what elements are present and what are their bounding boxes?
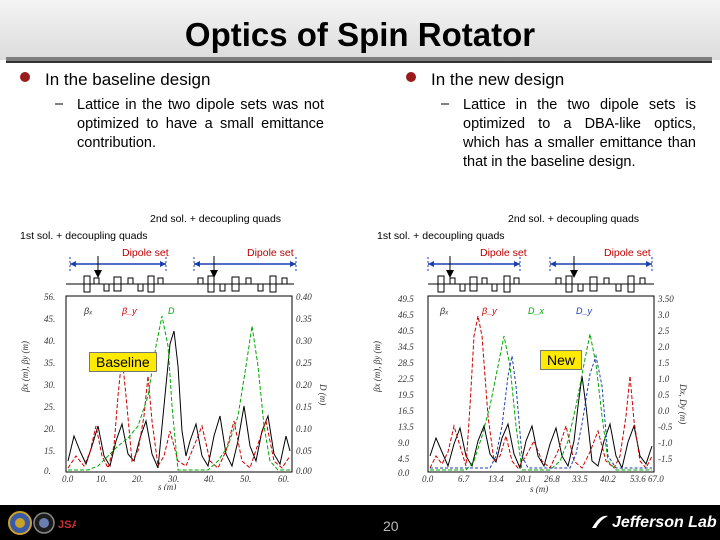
title-bar xyxy=(0,0,720,60)
svg-text:D_y: D_y xyxy=(576,306,593,316)
svg-text:40.5: 40.5 xyxy=(398,326,414,336)
svg-text:0.40: 0.40 xyxy=(296,292,312,302)
svg-text:20.: 20. xyxy=(132,474,143,484)
svg-text:4.5: 4.5 xyxy=(398,454,410,464)
slide-title: Optics of Spin Rotator xyxy=(184,16,536,53)
svg-text:45.: 45. xyxy=(44,314,55,324)
svg-text:6.7: 6.7 xyxy=(458,474,470,484)
svg-text:0.35: 0.35 xyxy=(296,314,312,324)
svg-text:2.5: 2.5 xyxy=(658,326,670,336)
new-badge: New xyxy=(540,350,583,370)
svg-text:25.: 25. xyxy=(44,402,55,412)
svg-text:-1.0: -1.0 xyxy=(658,438,673,448)
right-bullet-text: Lattice in the two dipole sets is optimi… xyxy=(463,97,696,170)
svg-text:0.10: 0.10 xyxy=(296,424,312,434)
svg-text:0.25: 0.25 xyxy=(296,358,312,368)
left-optics-plot: 56. 45. 40. 35. 30. 25. 20. 15. 0. 0.40 0.35 0.30… xyxy=(20,256,328,490)
left-label-2nd-sol: 2nd sol. + decoupling quads xyxy=(150,213,282,225)
svg-text:D (m): D (m) xyxy=(318,383,328,405)
svg-text:50.: 50. xyxy=(240,474,251,484)
svg-text:46.5: 46.5 xyxy=(398,310,414,320)
svg-text:0.5: 0.5 xyxy=(658,390,670,400)
svg-text:3.50: 3.50 xyxy=(657,294,674,304)
svg-text:9.0: 9.0 xyxy=(398,438,410,448)
svg-text:60.: 60. xyxy=(278,474,289,484)
svg-text:0.05: 0.05 xyxy=(296,446,312,456)
svg-text:-1.5: -1.5 xyxy=(658,454,673,464)
svg-text:67.0: 67.0 xyxy=(648,474,664,484)
svg-text:β_y: β_y xyxy=(121,306,137,316)
page-number: 20 xyxy=(383,518,399,534)
svg-text:35.: 35. xyxy=(43,358,55,368)
right-optics-plot: 49.5 46.5 40.5 34.5 28.5 22.5 19.5 16.5 13.5 9.… xyxy=(372,256,688,494)
bullet-dot-left xyxy=(20,72,30,82)
svg-text:0.30: 0.30 xyxy=(296,336,312,346)
svg-text:-0.5: -0.5 xyxy=(658,422,673,432)
svg-text:β_y: β_y xyxy=(481,306,497,316)
svg-text:Dx, Dy (m): Dx, Dy (m) xyxy=(678,383,688,424)
svg-text:0.0: 0.0 xyxy=(422,474,434,484)
svg-text:βx (m), βy (m): βx (m), βy (m) xyxy=(372,341,382,393)
footer-bar xyxy=(0,505,720,540)
left-heading: In the baseline design xyxy=(45,70,211,89)
svg-text:D_x: D_x xyxy=(528,306,545,316)
svg-text:0.20: 0.20 xyxy=(296,380,312,390)
svg-text:53.6: 53.6 xyxy=(630,474,646,484)
svg-text:0.0: 0.0 xyxy=(398,468,410,478)
left-bullet-text: Lattice in the two dipole sets was not o… xyxy=(77,97,324,151)
svg-text:19.5: 19.5 xyxy=(398,390,414,400)
svg-text:16.5: 16.5 xyxy=(398,406,414,416)
svg-text:56.: 56. xyxy=(44,292,55,302)
svg-text:JSA: JSA xyxy=(58,519,76,531)
svg-text:15.: 15. xyxy=(44,446,55,456)
svg-text:40.: 40. xyxy=(204,474,215,484)
svg-text:βₓ: βₓ xyxy=(83,306,93,316)
svg-text:1.0: 1.0 xyxy=(658,374,670,384)
svg-text:30.: 30. xyxy=(43,380,55,390)
svg-text:30.: 30. xyxy=(167,474,179,484)
svg-text:3.0: 3.0 xyxy=(657,310,670,320)
left-label-1st-sol: 1st sol. + decoupling quads xyxy=(20,230,148,242)
left-dash: – xyxy=(55,96,64,112)
baseline-badge: Baseline xyxy=(89,352,157,372)
svg-text:s (m): s (m) xyxy=(158,482,176,490)
svg-text:20.: 20. xyxy=(44,424,55,434)
jefferson-lab-logo-icon xyxy=(592,515,608,528)
svg-text:0.15: 0.15 xyxy=(296,402,312,412)
svg-text:20.1: 20.1 xyxy=(516,474,532,484)
svg-text:40.2: 40.2 xyxy=(600,474,616,484)
right-dipole-set-1: Dipole set xyxy=(480,247,527,259)
svg-text:βx (m), βy (m): βx (m), βy (m) xyxy=(20,341,30,393)
right-label-2nd-sol: 2nd sol. + decoupling quads xyxy=(508,213,640,225)
svg-text:34.5: 34.5 xyxy=(397,342,414,352)
svg-text:0.0: 0.0 xyxy=(62,474,74,484)
svg-text:βₓ: βₓ xyxy=(439,306,449,316)
svg-text:13.4: 13.4 xyxy=(488,474,504,484)
svg-text:28.5: 28.5 xyxy=(398,358,414,368)
svg-text:0.0: 0.0 xyxy=(658,406,670,416)
svg-text:D: D xyxy=(168,306,175,316)
bullet-dot-right xyxy=(406,72,416,82)
svg-text:1.5: 1.5 xyxy=(658,358,670,368)
svg-text:26.8: 26.8 xyxy=(544,474,560,484)
svg-text:22.5: 22.5 xyxy=(398,374,414,384)
svg-text:s (m): s (m) xyxy=(530,484,548,494)
svg-text:40.: 40. xyxy=(44,336,55,346)
svg-text:0.: 0. xyxy=(44,466,51,476)
title-underline xyxy=(6,57,712,63)
svg-text:2.0: 2.0 xyxy=(658,342,670,352)
left-dipole-set-2: Dipole set xyxy=(247,247,294,259)
svg-text:33.5: 33.5 xyxy=(571,474,588,484)
partner-logos: JSA xyxy=(8,511,76,535)
svg-text:0.00: 0.00 xyxy=(296,466,312,476)
svg-text:13.5: 13.5 xyxy=(398,422,414,432)
footer-brand: Jefferson Lab xyxy=(612,514,717,531)
right-dipole-set-2: Dipole set xyxy=(604,247,651,259)
right-heading: In the new design xyxy=(431,70,565,89)
svg-text:49.5: 49.5 xyxy=(398,294,414,304)
left-dipole-set-1: Dipole set xyxy=(122,247,169,259)
right-dash: – xyxy=(441,96,450,112)
right-label-1st-sol: 1st sol. + decoupling quads xyxy=(377,230,505,242)
svg-text:10.: 10. xyxy=(96,474,107,484)
